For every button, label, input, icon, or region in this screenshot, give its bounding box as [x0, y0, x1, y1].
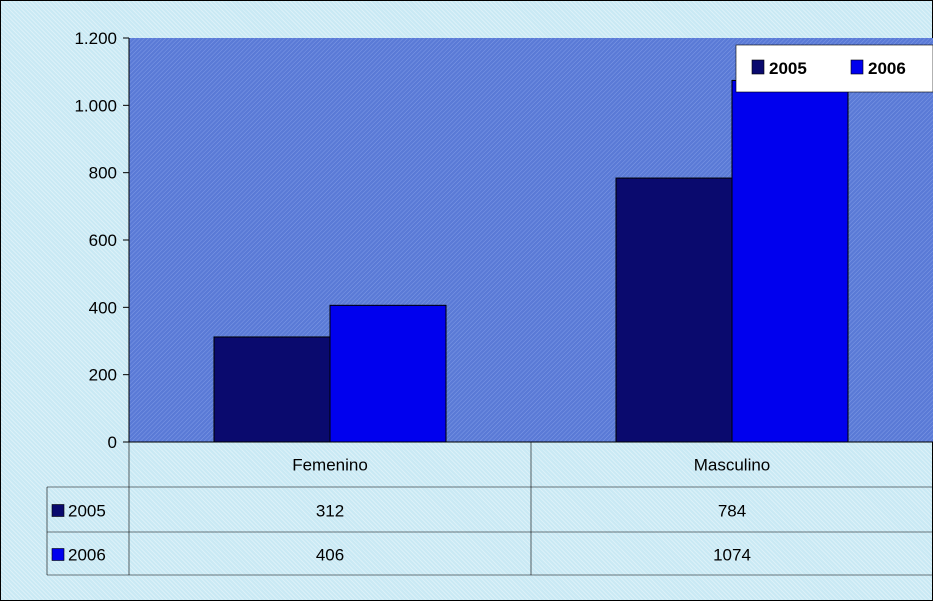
- y-tick-label: 200: [89, 366, 117, 385]
- bar-2006-femenino: [329, 304, 447, 443]
- data-label: 312: [316, 502, 344, 521]
- data-label: 784: [718, 502, 746, 521]
- table-series-label: 2006: [68, 546, 106, 565]
- y-tick-label: 1.200: [74, 29, 117, 48]
- y-tick-label: 400: [89, 298, 117, 317]
- y-tick-label: 800: [89, 164, 117, 183]
- data-label: 1074: [713, 546, 751, 565]
- bar-2006-masculino: [731, 79, 849, 443]
- table-legend-key: [51, 548, 65, 561]
- bar-2005-masculino: [615, 177, 733, 443]
- legend-entry: 2006: [868, 59, 906, 78]
- table-series-label: 2005: [68, 502, 106, 521]
- bar-2005-femenino: [213, 336, 331, 443]
- table-legend-key: [51, 504, 65, 517]
- x-tick-label: Masculino: [694, 456, 771, 475]
- y-tick-label: 0: [108, 433, 117, 452]
- data-label: 406: [316, 546, 344, 565]
- legend-entry: 2005: [769, 59, 807, 78]
- legend-box: [735, 44, 933, 93]
- legend-swatch: [751, 59, 765, 75]
- legend-swatch: [850, 59, 864, 75]
- y-tick-label: 600: [89, 231, 117, 250]
- y-tick-label: 1.000: [74, 96, 117, 115]
- x-tick-label: Femenino: [292, 456, 368, 475]
